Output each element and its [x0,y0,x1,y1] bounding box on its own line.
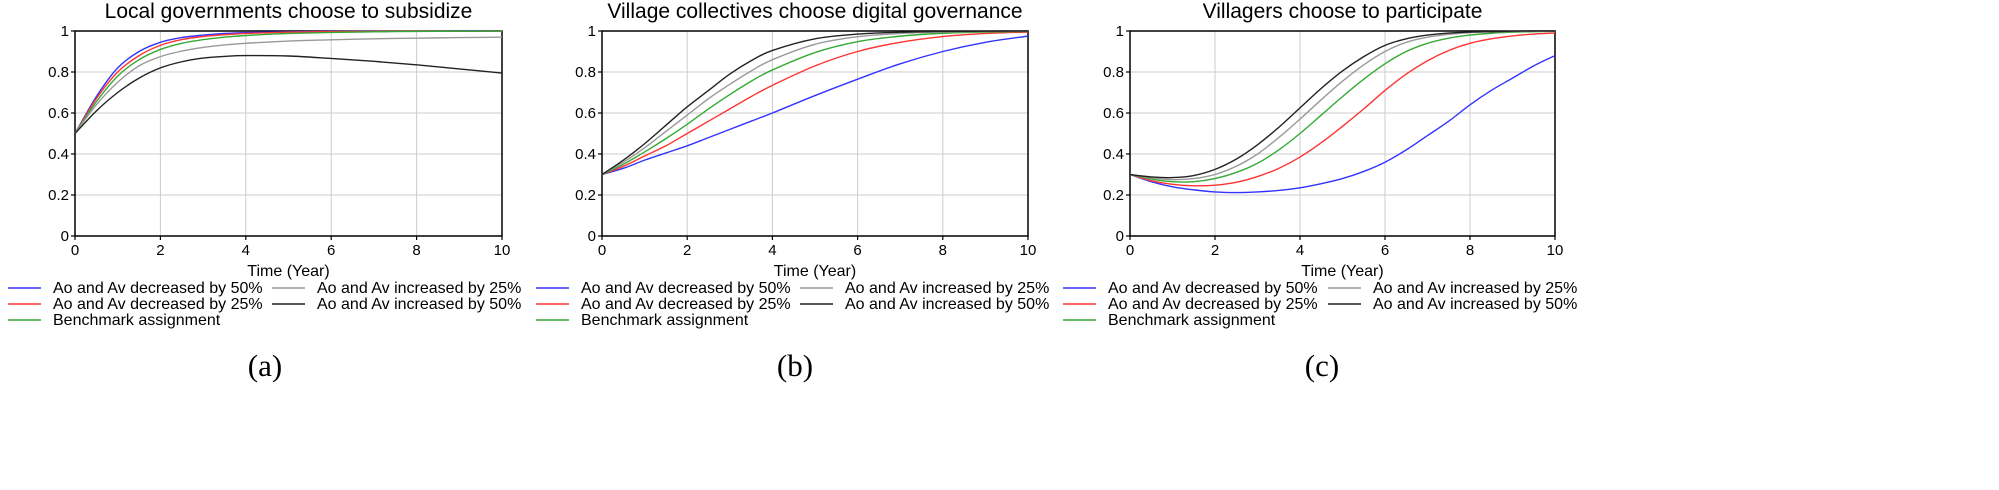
x-tick-label: 0 [71,242,79,259]
y-tick-label: 0.6 [1103,105,1124,122]
legend-label: Benchmark assignment [53,312,221,329]
series-line-2 [1129,32,1556,187]
x-tick-label: 0 [1126,242,1134,259]
x-axis-label: Time (Year) [1301,263,1383,280]
x-tick-label: 2 [156,242,164,259]
y-tick-label: 1 [1116,23,1124,40]
series-line-3 [74,30,503,134]
y-tick-label: 0.4 [48,146,69,163]
chart-title: Local governments choose to subsidize [105,0,473,23]
panel-label: (c) [1305,348,1339,383]
series-line-4 [1129,30,1556,181]
series-line-3 [1129,30,1556,183]
series-line-2 [601,31,1029,176]
y-tick-label: 0.2 [1103,187,1124,204]
x-tick-label: 8 [939,242,947,259]
series-line-2 [74,30,503,134]
series-line-1 [601,35,1029,176]
series-line-1 [1129,54,1556,194]
panel-label: (b) [777,348,813,383]
series-line-5 [74,54,503,134]
legend-label: Ao and Av decreased by 25% [581,296,791,313]
y-tick-label: 0.8 [48,64,69,81]
x-tick-label: 10 [1020,242,1037,259]
legend-label: Ao and Av decreased by 50% [581,280,791,297]
series-line-5 [601,30,1029,176]
y-tick-label: 1 [588,23,596,40]
y-tick-label: 0 [1116,228,1124,245]
y-tick-label: 0.2 [575,187,596,204]
y-tick-label: 0 [61,228,69,245]
plot-frame [601,30,1029,237]
x-tick-label: 6 [853,242,861,259]
legend-label: Ao and Av decreased by 50% [1108,280,1318,297]
plot-frame [74,30,503,237]
panel-label: (a) [248,348,282,383]
y-tick-label: 0 [588,228,596,245]
x-tick-label: 2 [1211,242,1219,259]
legend-label: Ao and Av increased by 25% [845,280,1049,297]
chart-title: Villagers choose to participate [1203,0,1483,23]
series-line-5 [1129,30,1556,179]
series-line-1 [74,30,503,134]
y-tick-label: 0.4 [575,146,596,163]
series-line-3 [601,30,1029,176]
plot-frame [1129,30,1556,237]
x-tick-label: 4 [1296,242,1304,259]
x-tick-label: 10 [1547,242,1564,259]
x-tick-label: 8 [1466,242,1474,259]
x-tick-label: 4 [768,242,776,259]
x-tick-label: 8 [412,242,420,259]
series-line-4 [74,36,503,134]
x-tick-label: 4 [242,242,250,259]
legend-label: Ao and Av increased by 50% [845,296,1049,313]
legend-label: Ao and Av increased by 25% [317,280,521,297]
y-tick-label: 0.8 [575,64,596,81]
chart-panel-2: Village collectives choose digital gover… [536,0,1049,383]
legend-label: Ao and Av decreased by 50% [53,280,263,297]
y-tick-label: 0.6 [575,105,596,122]
x-tick-label: 2 [683,242,691,259]
y-tick-label: 0.8 [1103,64,1124,81]
y-tick-label: 0.2 [48,187,69,204]
legend-label: Ao and Av increased by 50% [1373,296,1577,313]
y-tick-label: 1 [61,23,69,40]
y-tick-label: 0.6 [48,105,69,122]
legend-label: Ao and Av increased by 25% [1373,280,1577,297]
legend-label: Ao and Av decreased by 25% [1108,296,1318,313]
x-tick-label: 10 [494,242,511,259]
y-tick-label: 0.4 [1103,146,1124,163]
series-line-4 [601,30,1029,176]
x-tick-label: 0 [598,242,606,259]
chart-title: Village collectives choose digital gover… [607,0,1022,23]
legend-label: Benchmark assignment [1108,312,1276,329]
legend-label: Ao and Av decreased by 25% [53,296,263,313]
chart-panel-1: Local governments choose to subsidize 0 2 4… [8,0,521,383]
chart-panel-3: Villagers choose to participate 0 2 4 6 8 10 0 0… [1063,0,1577,383]
x-axis-label: Time (Year) [774,263,856,280]
x-tick-label: 6 [327,242,335,259]
legend-label: Ao and Av increased by 50% [317,296,521,313]
x-tick-label: 6 [1381,242,1389,259]
legend-label: Benchmark assignment [581,312,749,329]
x-axis-label: Time (Year) [247,263,329,280]
